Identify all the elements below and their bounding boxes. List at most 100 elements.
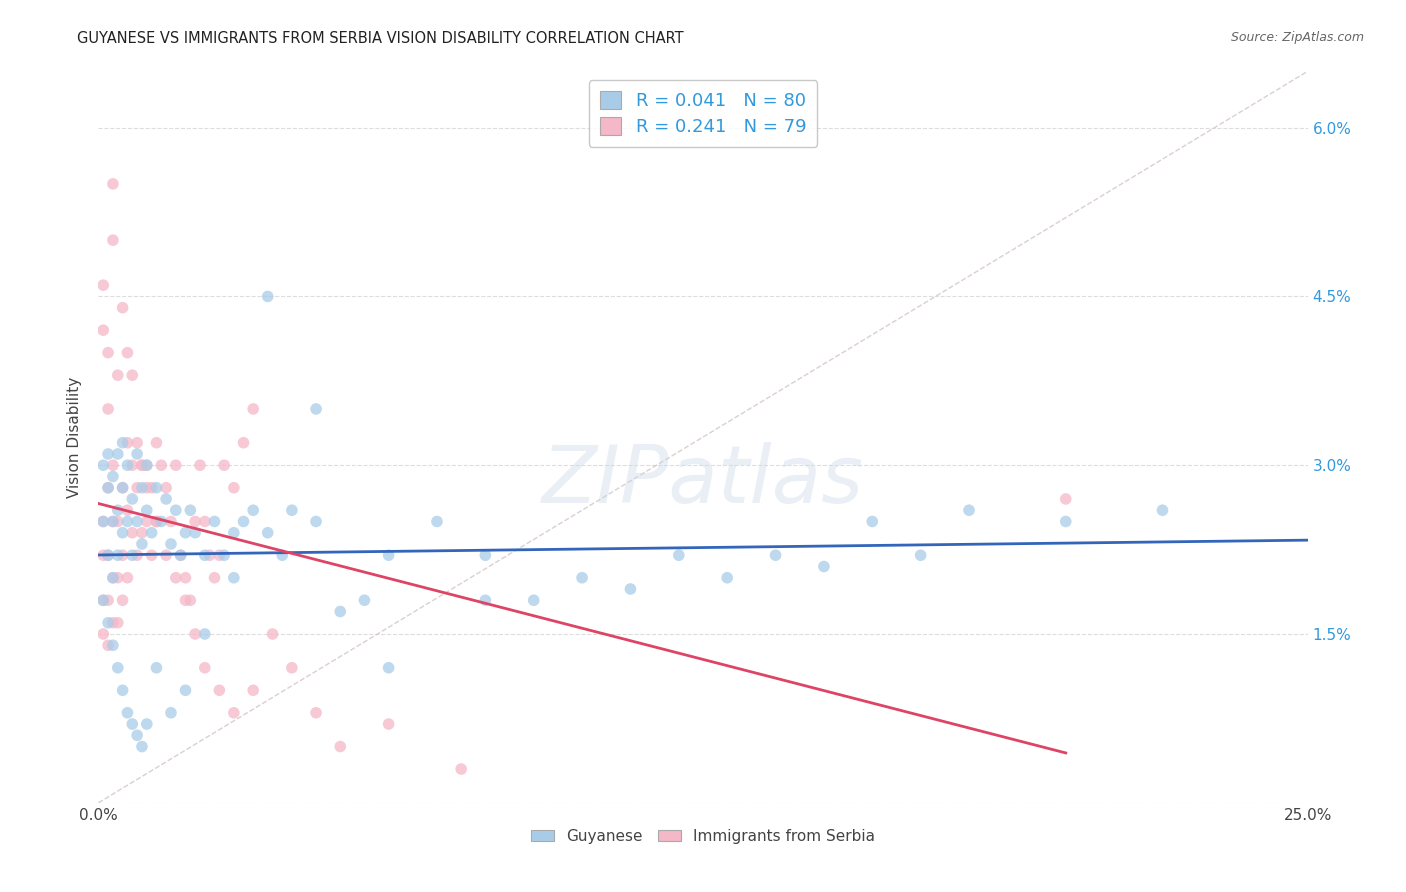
Point: [1054, 491, 1077, 506]
Point: [101, 571, 124, 585]
Point: [91, 548, 114, 562]
Point: [194, 515, 217, 529]
Point: [174, 571, 197, 585]
Point: [169, 548, 191, 562]
Point: [91, 627, 114, 641]
Point: [281, 503, 304, 517]
Point: [222, 706, 245, 720]
Point: [107, 571, 129, 585]
Point: [474, 548, 496, 562]
Point: [242, 683, 264, 698]
Point: [208, 683, 231, 698]
Point: [204, 515, 226, 529]
Point: [107, 548, 129, 562]
Point: [101, 458, 124, 473]
Point: [222, 525, 245, 540]
Point: [121, 525, 143, 540]
Point: [97, 548, 120, 562]
Point: [121, 548, 143, 562]
Point: [111, 481, 134, 495]
Point: [305, 706, 328, 720]
Point: [117, 458, 139, 473]
Point: [111, 593, 134, 607]
Point: [101, 571, 124, 585]
Point: [353, 593, 375, 607]
Point: [305, 401, 328, 416]
Point: [619, 582, 641, 596]
Point: [111, 481, 134, 495]
Point: [121, 368, 143, 383]
Point: [127, 515, 149, 529]
Point: [1054, 515, 1077, 529]
Point: [194, 661, 217, 675]
Point: [101, 515, 124, 529]
Point: [91, 515, 114, 529]
Point: [121, 491, 143, 506]
Point: [184, 525, 207, 540]
Point: [121, 458, 143, 473]
Point: [135, 458, 157, 473]
Point: [111, 548, 134, 562]
Point: [127, 481, 149, 495]
Point: [101, 638, 124, 652]
Point: [813, 559, 835, 574]
Point: [145, 481, 167, 495]
Point: [127, 728, 149, 742]
Point: [141, 481, 163, 495]
Point: [91, 278, 114, 293]
Point: [145, 515, 167, 529]
Legend: Guyanese, Immigrants from Serbia: Guyanese, Immigrants from Serbia: [524, 822, 882, 850]
Point: [127, 435, 149, 450]
Point: [117, 515, 139, 529]
Point: [111, 525, 134, 540]
Point: [256, 289, 278, 303]
Point: [765, 548, 787, 562]
Point: [97, 481, 120, 495]
Point: [160, 706, 183, 720]
Point: [668, 548, 690, 562]
Text: Source: ZipAtlas.com: Source: ZipAtlas.com: [1230, 31, 1364, 45]
Point: [184, 515, 207, 529]
Point: [194, 548, 217, 562]
Point: [426, 515, 449, 529]
Point: [957, 503, 980, 517]
Point: [179, 503, 201, 517]
Point: [165, 571, 187, 585]
Y-axis label: Vision Disability: Vision Disability: [67, 376, 83, 498]
Point: [97, 401, 120, 416]
Text: ZIPatlas: ZIPatlas: [541, 442, 865, 520]
Point: [179, 593, 201, 607]
Point: [135, 515, 157, 529]
Point: [131, 458, 153, 473]
Point: [377, 661, 399, 675]
Point: [131, 537, 153, 551]
Point: [1152, 503, 1174, 517]
Point: [377, 548, 399, 562]
Point: [174, 593, 197, 607]
Point: [523, 593, 546, 607]
Point: [97, 447, 120, 461]
Point: [97, 548, 120, 562]
Point: [155, 548, 177, 562]
Point: [305, 515, 328, 529]
Point: [117, 571, 139, 585]
Point: [131, 739, 153, 754]
Point: [91, 458, 114, 473]
Point: [145, 661, 167, 675]
Point: [111, 301, 134, 315]
Point: [222, 481, 245, 495]
Point: [131, 481, 153, 495]
Point: [242, 503, 264, 517]
Point: [188, 458, 211, 473]
Point: [281, 661, 304, 675]
Point: [716, 571, 738, 585]
Point: [101, 615, 124, 630]
Point: [117, 706, 139, 720]
Point: [377, 717, 399, 731]
Point: [212, 458, 235, 473]
Point: [97, 481, 120, 495]
Point: [155, 481, 177, 495]
Point: [121, 717, 143, 731]
Point: [165, 458, 187, 473]
Point: [117, 345, 139, 359]
